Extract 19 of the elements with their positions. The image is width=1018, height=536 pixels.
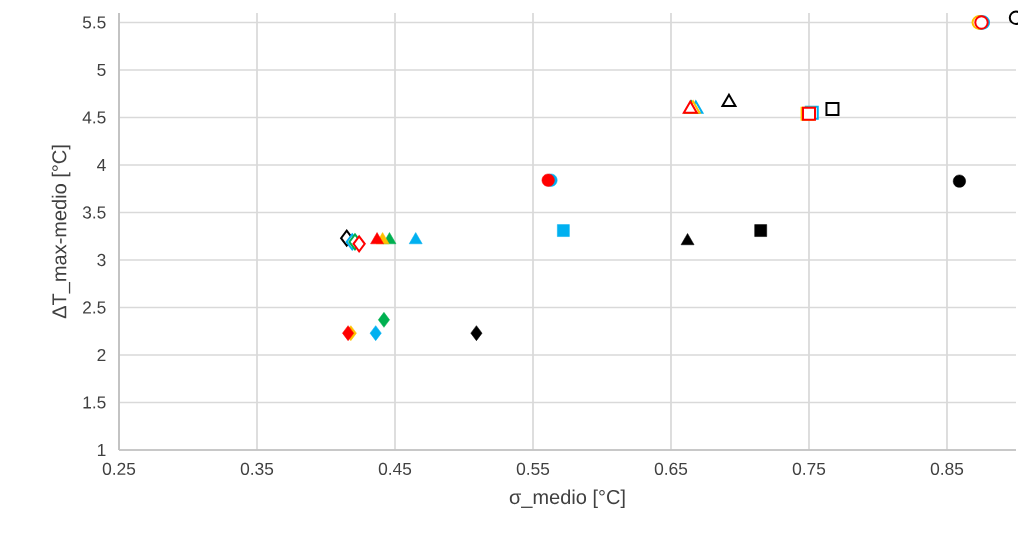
y-axis-title: ΔT_max-medio [°C] bbox=[51, 145, 71, 319]
y-tick-label: 4.5 bbox=[82, 111, 106, 124]
x-tick-label: 0.25 bbox=[102, 462, 136, 475]
x-tick-label: 0.75 bbox=[792, 462, 826, 475]
y-tick-label: 5 bbox=[97, 63, 106, 77]
y-tick-label: 2.5 bbox=[83, 301, 106, 314]
y-tick-label: 5.5 bbox=[82, 16, 106, 29]
x-tick-label: 0.35 bbox=[240, 462, 274, 475]
y-tick-label: 4 bbox=[97, 159, 106, 171]
y-tick-label: 3 bbox=[97, 253, 106, 267]
x-tick-label: 0.45 bbox=[378, 462, 412, 475]
x-tick-label: 0.55 bbox=[516, 462, 550, 475]
y-tick-label: 2 bbox=[97, 348, 106, 362]
y-tick-label: 3.5 bbox=[82, 206, 106, 219]
x-tick-label: 0.65 bbox=[654, 462, 688, 475]
x-axis-title: σ_medio [°C] bbox=[509, 489, 625, 509]
y-tick-label: 1.5 bbox=[83, 396, 106, 409]
x-tick-label: 0.85 bbox=[930, 462, 964, 475]
y-tick-label: 1 bbox=[97, 444, 106, 456]
